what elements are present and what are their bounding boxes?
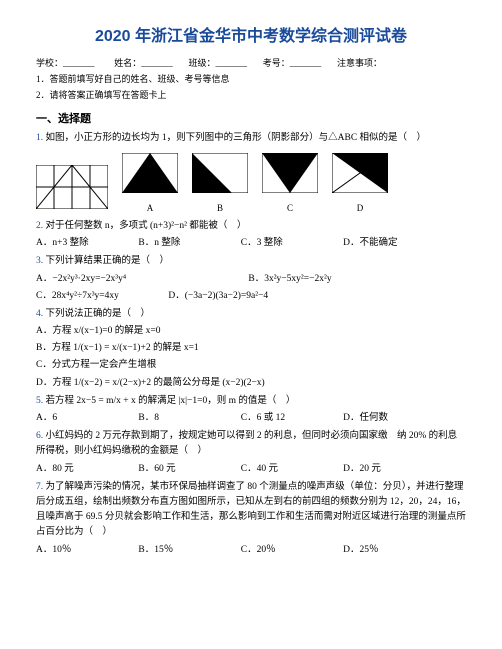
q7-number: 7. [36,482,43,492]
q2-opt-c: C．3 整除 [241,236,341,251]
q6-number: 6. [36,431,43,441]
meta-school: 学校：_______ [36,56,112,70]
meta-note2: 2．请将答案正确填写在答题卡上 [36,88,466,102]
q1-text: 如图，小正方形的边长均为 1，则下列图中的三角形（阴影部分）与△ABC 相似的是… [46,133,427,143]
q5-options: A．6 B．8 C．6 或 12 D．任何数 [36,411,466,426]
q2-opt-d: D．不能确定 [343,236,397,251]
q6-text: 小红妈妈的 2 万元存款到期了，按规定她可以得到 2 的利息，但同时必须向国家缴… [36,431,457,456]
q2-number: 2. [36,221,43,231]
q1-figures: BAC A B C D [36,153,466,215]
fig-a: A [122,153,178,215]
q7-opt-a: A．10％ [36,543,136,558]
q3-opt-b: B．3x²y−5xy²=−2x²y [248,272,331,287]
q4-opt-a: A．方程 x/(x−1)=0 的解是 x=0 [36,324,466,339]
q4-text: 下列说法正确的是（ ） [46,309,151,319]
fig-a-label: A [122,201,178,215]
q4-opt-d: D．方程 1/(x−2) = x/(2−x)+2 的最简公分母是 (x−2)(2… [36,376,466,391]
q2-text: 对于任何整数 n，多项式 (n+3)²−n² 都能被（ ） [46,221,247,231]
q2-options: A．n+3 整除 B．n 整除 C．3 整除 D．不能确定 [36,236,466,251]
q6-options: A．80 元 B．60 元 C．40 元 D．20 元 [36,462,466,477]
question-7: 7. 为了解噪声污染的情况，某市环保局抽样调查了 80 个测量点的噪声声级（单位… [36,480,466,541]
q7-opt-b: B．15％ [138,543,238,558]
q7-options: A．10％ B．15％ C．20％ D．25％ [36,543,466,558]
fig-b: B [192,153,248,215]
exam-page: 2020 年浙江省金华市中考数学综合测评试卷 学校：_______ 姓名：___… [0,0,502,649]
question-6: 6. 小红妈妈的 2 万元存款到期了，按规定她可以得到 2 的利息，但同时必须向… [36,429,466,459]
q6-opt-d: D．20 元 [343,462,381,477]
q5-opt-d: D．任何数 [343,411,388,426]
q3-opt-d: D．(−3a−2)(3a−2)=9a²−4 [168,289,268,304]
fig-d: D [332,153,388,215]
q3-options-cd: C．28x⁴y²÷7x³y=4xy D．(−3a−2)(3a−2)=9a²−4 [36,289,466,304]
q5-text: 若方程 2x−5 = m/x + x 的解满足 |x|−1=0，则 m 的值是（… [46,396,296,406]
question-2: 2. 对于任何整数 n，多项式 (n+3)²−n² 都能被（ ） [36,219,466,234]
meta-note1: 1．答题前填写好自己的姓名、班级、考号等信息 [36,72,466,86]
fig-abc: BAC [36,165,108,215]
meta-class: 班级：_______ [189,56,261,70]
q3-opt-c: C．28x⁴y²÷7x³y=4xy [36,289,166,304]
page-title: 2020 年浙江省金华市中考数学综合测评试卷 [36,24,466,50]
meta-notice: 注意事项： [337,56,397,70]
q6-opt-c: C．40 元 [241,462,341,477]
q5-opt-b: B．8 [138,411,238,426]
q7-text: 为了解噪声污染的情况，某市环保局抽样调查了 80 个测量点的噪声声级（单位：分贝… [36,482,466,538]
q6-opt-a: A．80 元 [36,462,136,477]
q5-opt-a: A．6 [36,411,136,426]
q5-opt-c: C．6 或 12 [241,411,341,426]
q6-opt-b: B．60 元 [138,462,238,477]
meta-name: 姓名：_______ [114,56,186,70]
q4-opt-b: B．方程 1/(x−1) = x/(x−1)+2 的解是 x=1 [36,341,466,356]
q2-opt-a: A．n+3 整除 [36,236,136,251]
question-5: 5. 若方程 2x−5 = m/x + x 的解满足 |x|−1=0，则 m 的… [36,394,466,409]
q7-opt-d: D．25％ [343,543,378,558]
q5-number: 5. [36,396,43,406]
q4-opt-c: C．分式方程一定会产生增根 [36,358,466,373]
fig-d-label: D [332,201,388,215]
q7-opt-c: C．20％ [241,543,341,558]
meta-line-1: 学校：_______ 姓名：_______ 班级：_______ 考号：____… [36,56,466,70]
meta-examno: 考号：_______ [263,56,335,70]
section-1-title: 一、选择题 [36,111,466,129]
q3-number: 3. [36,256,43,266]
fig-c: C [262,153,318,215]
q4-number: 4. [36,309,43,319]
question-3: 3. 下列计算结果正确的是（ ） [36,254,466,269]
fig-c-label: C [262,201,318,215]
q3-text: 下列计算结果正确的是（ ） [46,256,170,266]
question-1: 1. 如图，小正方形的边长均为 1，则下列图中的三角形（阴影部分）与△ABC 相… [36,131,466,146]
q3-opt-a: A．−2x²y³·2xy=−2x³y⁴ [36,272,246,287]
q1-number: 1. [36,133,43,143]
fig-b-label: B [192,201,248,215]
question-4: 4. 下列说法正确的是（ ） [36,307,466,322]
q2-opt-b: B．n 整除 [138,236,238,251]
q3-options-ab: A．−2x²y³·2xy=−2x³y⁴ B．3x²y−5xy²=−2x²y [36,272,466,287]
